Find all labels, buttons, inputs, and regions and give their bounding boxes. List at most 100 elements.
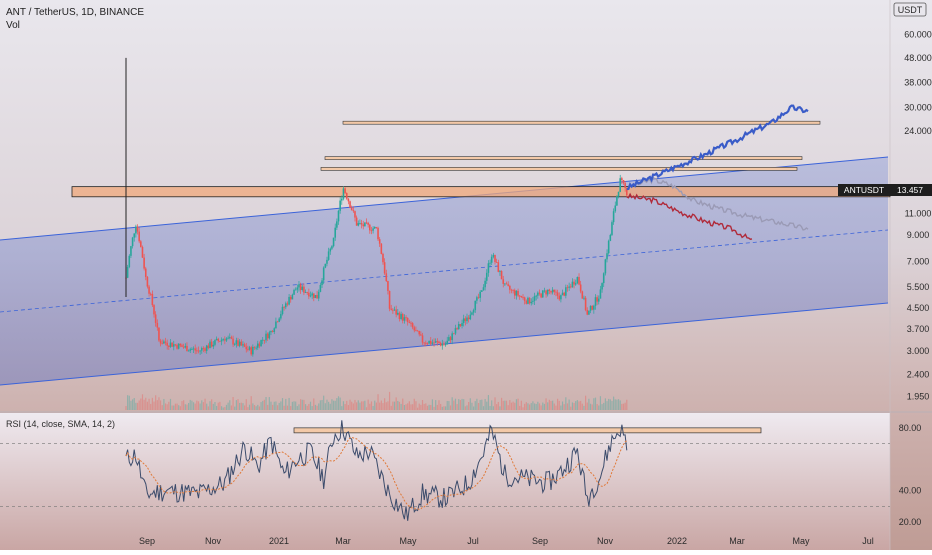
volume-bar (304, 404, 307, 410)
candle (425, 340, 427, 347)
volume-bar (323, 395, 325, 410)
volume-bar (278, 402, 280, 410)
candle (533, 292, 536, 306)
candle (289, 295, 292, 303)
candle (454, 324, 457, 336)
volume-bar (288, 397, 290, 410)
candle (301, 284, 304, 292)
candle (563, 291, 565, 297)
candle (583, 295, 585, 301)
candle (151, 290, 154, 308)
volume-bar (189, 399, 191, 410)
currency-badge[interactable]: USDT (898, 5, 923, 15)
price-tick-label: 7.000 (907, 256, 930, 266)
candle (532, 296, 534, 305)
candle (541, 290, 544, 298)
candle (294, 287, 297, 291)
volume-bar (219, 401, 221, 410)
candle (401, 312, 404, 324)
candle (266, 332, 269, 341)
volume-bar (482, 406, 485, 410)
candle (284, 301, 287, 310)
candle (220, 337, 223, 346)
volume-bar (164, 403, 167, 410)
candle (550, 290, 552, 295)
candle (370, 226, 373, 235)
volume-bar (524, 403, 526, 410)
candle (380, 243, 383, 255)
volume-bar (364, 400, 366, 410)
projection-bullish (626, 104, 809, 191)
volume-bar (197, 401, 200, 410)
volume-bar (468, 402, 470, 410)
candle (126, 264, 129, 279)
volume-bar (127, 395, 129, 410)
volume-bar (458, 399, 460, 410)
volume-bar (155, 395, 157, 410)
candle (428, 340, 430, 344)
candle (174, 344, 177, 347)
candle (530, 298, 533, 306)
candle (484, 277, 486, 291)
volume-bar (570, 406, 572, 410)
volume-bar (617, 399, 620, 410)
candle (492, 252, 495, 259)
volume-bar (143, 399, 145, 410)
volume-bar (159, 400, 162, 410)
candle (378, 237, 381, 247)
candle (607, 239, 610, 255)
volume-bar (136, 402, 139, 410)
candle (441, 339, 444, 350)
candle (397, 309, 399, 316)
volume-bar (178, 405, 180, 410)
candle (476, 295, 478, 304)
candle (171, 342, 173, 348)
volume-bar (606, 401, 608, 410)
candle (558, 292, 561, 301)
candle (411, 322, 414, 330)
volume-bar (283, 405, 285, 410)
candle (128, 254, 131, 269)
candle (423, 342, 425, 347)
volume-bar (443, 406, 445, 410)
volume-bar (169, 398, 172, 410)
volume-bar (227, 402, 229, 410)
volume-bar (514, 402, 516, 410)
volume-bar (265, 396, 267, 410)
volume-bar (423, 403, 425, 410)
volume-bar (199, 403, 201, 410)
candle (392, 308, 394, 314)
candle (334, 223, 337, 241)
candle (255, 345, 257, 351)
candle (400, 311, 402, 321)
candle (344, 187, 346, 195)
volume-bar (459, 399, 462, 410)
volume-bar (599, 396, 602, 410)
candle (382, 252, 384, 265)
volume-bar (135, 402, 137, 410)
candle (443, 341, 445, 346)
candle (199, 350, 201, 355)
price-tick-label: 2.400 (907, 370, 930, 380)
volume-bar (563, 404, 565, 410)
projection-bearish (626, 192, 753, 240)
currency-badge-box[interactable] (893, 2, 927, 17)
candle (494, 254, 496, 265)
volume-bar (598, 405, 600, 410)
candle (505, 281, 508, 285)
volume-bar (552, 400, 554, 410)
candle (568, 282, 570, 291)
volume-bar (540, 405, 542, 410)
candle (576, 276, 579, 285)
volume-bar (207, 406, 209, 410)
price-tick-label: 60.000 (904, 29, 932, 39)
rsi-axis: 80.00 40.00 20.00 (899, 423, 922, 527)
candle (429, 336, 432, 346)
candle (436, 338, 439, 346)
candle (599, 285, 602, 299)
candle (538, 289, 541, 296)
candle (192, 346, 195, 353)
volume-bar (565, 397, 567, 410)
volume-bar (201, 400, 203, 410)
candle (164, 337, 167, 346)
